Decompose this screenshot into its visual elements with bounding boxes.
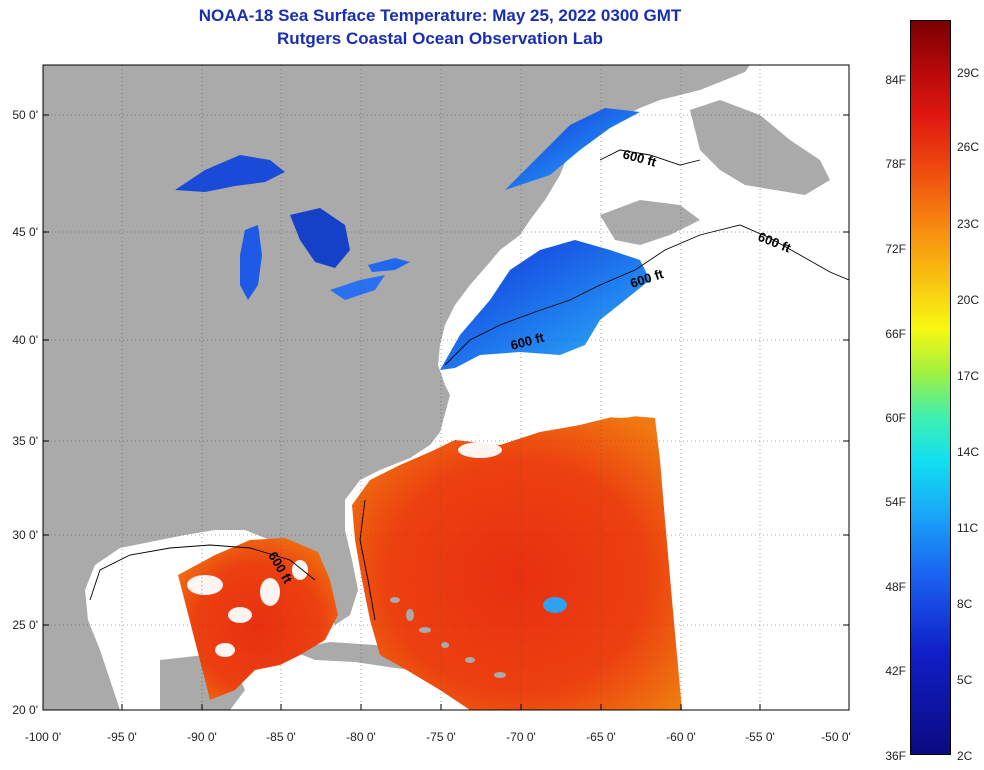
lat-label: 30 0' [12,528,38,542]
colorbar-fahrenheit-label: 60F [885,411,906,425]
warm-water-atlantic [352,415,682,710]
lat-label: 20 0' [12,703,38,717]
lon-label: -75 0' [426,730,456,744]
lon-label: -80 0' [346,730,376,744]
lake-michigan [240,225,262,300]
lon-label: -65 0' [586,730,616,744]
lake-ontario [368,258,410,272]
map-title: NOAA-18 Sea Surface Temperature: May 25,… [198,6,682,25]
land-north-america [43,65,750,710]
colorbar-celsius-label: 29C [957,66,980,80]
colorbar-fahrenheit-label: 48F [885,580,906,594]
colorbar-fahrenheit-label: 42F [885,664,906,678]
colorbar-celsius-label: 5C [957,673,973,687]
lat-label: 50 0' [12,108,38,122]
colorbar-fahrenheit-label: 36F [885,749,906,763]
lat-label: 45 0' [12,225,38,239]
lon-label: -95 0' [107,730,137,744]
colorbar-celsius-label: 8C [957,597,973,611]
lon-label: -90 0' [187,730,217,744]
colorbar-celsius-label: 20C [957,293,980,307]
cold-water-st-lawrence [505,108,640,190]
colorbar-celsius-label: 26C [957,140,980,154]
colorbar-celsius-label: 17C [957,369,980,383]
lake-huron [290,208,350,268]
lon-label: -50 0' [821,730,851,744]
bahama-islands [390,597,506,678]
map-ticks [43,114,849,710]
lat-label: 35 0' [12,434,38,448]
cloud-patches [187,358,655,657]
map-subtitle: Rutgers Coastal Ocean Observation Lab [277,29,603,48]
lon-label: -55 0' [745,730,775,744]
colorbar-celsius-label: 11C [957,521,979,535]
colorbar-fahrenheit-label: 84F [885,73,906,87]
cold-eddy [543,597,567,613]
lake-erie [330,275,385,300]
isobath-contours [89,149,849,621]
colorbar-fahrenheit-label: 72F [885,242,906,256]
lon-label: -60 0' [666,730,696,744]
colorbar-fahrenheit-label: 78F [885,157,906,171]
lon-label: -70 0' [506,730,536,744]
colorbar-fahrenheit-label: 66F [885,327,906,341]
land-nova-scotia [600,200,700,245]
colorbar-celsius-label: 14C [957,445,980,459]
lat-label: 40 0' [12,333,38,347]
map-frame [42,64,850,711]
colorbar-celsius-label: 23C [957,217,980,231]
land-newfoundland [690,100,830,195]
lake-superior [175,155,285,192]
colorbar-celsius-label: 2C [957,749,973,763]
lat-label: 25 0' [12,618,38,632]
cold-water-shelf [440,240,650,370]
lon-label: -85 0' [266,730,296,744]
temperature-colorbar [910,20,951,755]
lon-label: -100 0' [24,730,62,744]
colorbar-fahrenheit-label: 54F [885,495,906,509]
